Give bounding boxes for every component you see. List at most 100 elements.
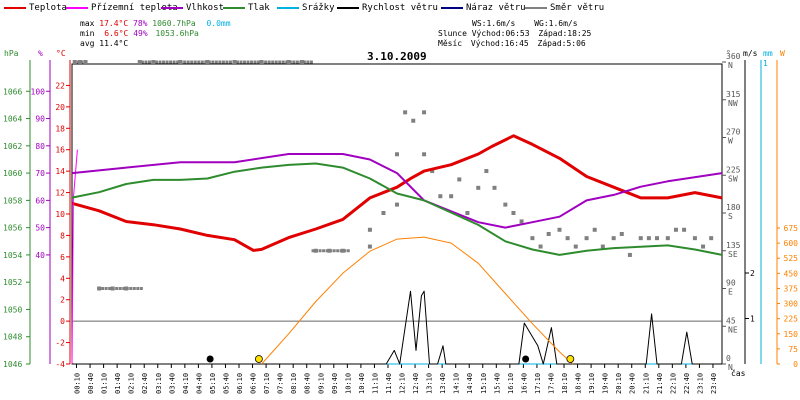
legend-swatch [4, 6, 26, 9]
wind-dir-point [295, 60, 299, 64]
legend-swatch [223, 6, 245, 9]
wind-gust-stat: WG:1.6m/s [534, 19, 578, 28]
wind-dir-point [108, 287, 112, 290]
wind-dir-point [292, 60, 296, 64]
wind-dir-point [403, 110, 408, 115]
x-tick-label: 20:40 [629, 373, 637, 394]
wind-dir-point [332, 249, 336, 253]
wind-dir-tick-value: 0 [726, 354, 731, 363]
x-tick-label: 05:10 [209, 373, 217, 394]
pressure-tick-label: 1062 [3, 142, 22, 151]
wind-dir-point [557, 227, 562, 232]
wind-dir-point [205, 60, 210, 64]
humidity-tick-label: 50 [35, 224, 45, 233]
wind-dir-point [285, 60, 289, 64]
solar-tick-label: 675 [784, 224, 799, 233]
wind-dir-point [214, 60, 218, 64]
humidity-tick-label: 100 [31, 87, 46, 96]
wind-dir-point [306, 60, 310, 64]
wind-dir-tick-value: 135 [726, 241, 741, 250]
wind-dir-point [638, 236, 643, 241]
wind-dir-point [137, 60, 142, 64]
unit-ms: m/s [743, 49, 758, 58]
temp-tick-label: 4 [60, 274, 65, 283]
sun-rise: Východ:06:53 [471, 29, 530, 38]
wind-dir-point [430, 169, 435, 174]
pressure-tick-label: 1046 [3, 360, 22, 369]
x-tick-label: 07:40 [277, 373, 285, 394]
wind-dir-point [243, 60, 247, 64]
wind-dir-point [619, 231, 624, 236]
wind-dir-point [646, 236, 651, 241]
legend-item: Náraz větru [441, 2, 526, 14]
wind-dir-point [546, 231, 551, 236]
wind-dir-tick-label: NE [728, 325, 738, 334]
wind-dir-point [129, 287, 133, 290]
pressure-tick-label: 1060 [3, 169, 22, 178]
temp-tick-label: 14 [55, 167, 65, 176]
wind-dir-point [235, 60, 239, 64]
wind-dir-point [673, 227, 678, 232]
wind-dir-tick-label: W [728, 137, 733, 146]
wind-dir-point [336, 249, 340, 253]
humidity-tick-label: 40 [35, 251, 45, 260]
unit-mm: mm [763, 49, 773, 58]
wind-dir-point [144, 60, 148, 64]
wind-dir-point [465, 211, 470, 215]
wind-dir-point [158, 60, 162, 64]
moon-marker-moonrise [522, 355, 530, 363]
pressure-tick-label: 1052 [3, 278, 22, 287]
sun-marker-sunset [566, 355, 575, 363]
unit-w: W [780, 49, 785, 58]
sun-row: Slunce Východ:06:53 Západ:18:25 [438, 29, 591, 39]
x-tick-label: 14:40 [466, 373, 474, 394]
moon-row: Měsíc Východ:16:45 Západ:5:06 [438, 39, 586, 49]
stats-max-press: 1060.7hPa [152, 19, 196, 28]
x-tick-label: 06:10 [236, 373, 244, 394]
wind-dir-point [346, 249, 350, 253]
solar-tick-label: 0 [793, 360, 798, 369]
x-tick-label: 16:40 [520, 373, 528, 394]
wind-dir-point [288, 60, 292, 64]
wind-dir-point [395, 152, 399, 157]
x-tick-label: 17:40 [547, 373, 555, 394]
stats-max-label: max [80, 19, 95, 28]
temp-tick-label: 10 [55, 210, 65, 219]
wind-dir-point [162, 60, 166, 64]
stats-min-label: min [80, 29, 95, 38]
x-tick-label: 22:10 [669, 373, 677, 394]
legend-item: Teplota [4, 2, 67, 14]
wind-dir-point [271, 60, 275, 64]
pressure-tick-label: 1050 [3, 305, 22, 314]
wind-dir-point [136, 287, 140, 290]
temp-tick-label: -2 [55, 339, 65, 348]
legend-swatch [277, 6, 299, 9]
legend-swatch [441, 6, 463, 9]
x-tick-label: 18:10 [561, 373, 569, 394]
wind-dir-point [132, 287, 136, 290]
legend-label: Vlhkost [186, 3, 224, 13]
wind-dir-tick-value: 360 [726, 52, 741, 61]
wind-dir-point [122, 287, 126, 290]
wind-dir-point [200, 60, 204, 64]
wind-dir-point [80, 60, 84, 64]
x-tick-label: 01:40 [114, 373, 122, 394]
wind-dir-point [253, 60, 257, 64]
stats-avg-temp: 11.4°C [99, 39, 129, 48]
sun-marker-sunrise [254, 355, 263, 363]
wind-stats-row: WS:1.6m/s WG:1.6m/s [472, 19, 578, 29]
x-tick-label: 03:10 [155, 373, 163, 394]
x-tick-label: 13:40 [439, 373, 447, 394]
temp-tick-label: 12 [55, 189, 65, 198]
pressure-tick-label: 1048 [3, 333, 22, 342]
wind-dir-point [125, 287, 129, 290]
x-tick-label: 15:40 [493, 373, 501, 394]
wind-dir-point [325, 249, 329, 253]
wind-dir-point [264, 60, 268, 64]
wind-dir-point [600, 244, 605, 249]
wind-dir-tick-label: E [728, 288, 733, 297]
x-tick-label: 02:40 [141, 373, 149, 394]
wind-dir-point [340, 248, 345, 253]
x-tick-label: 10:40 [358, 373, 366, 394]
